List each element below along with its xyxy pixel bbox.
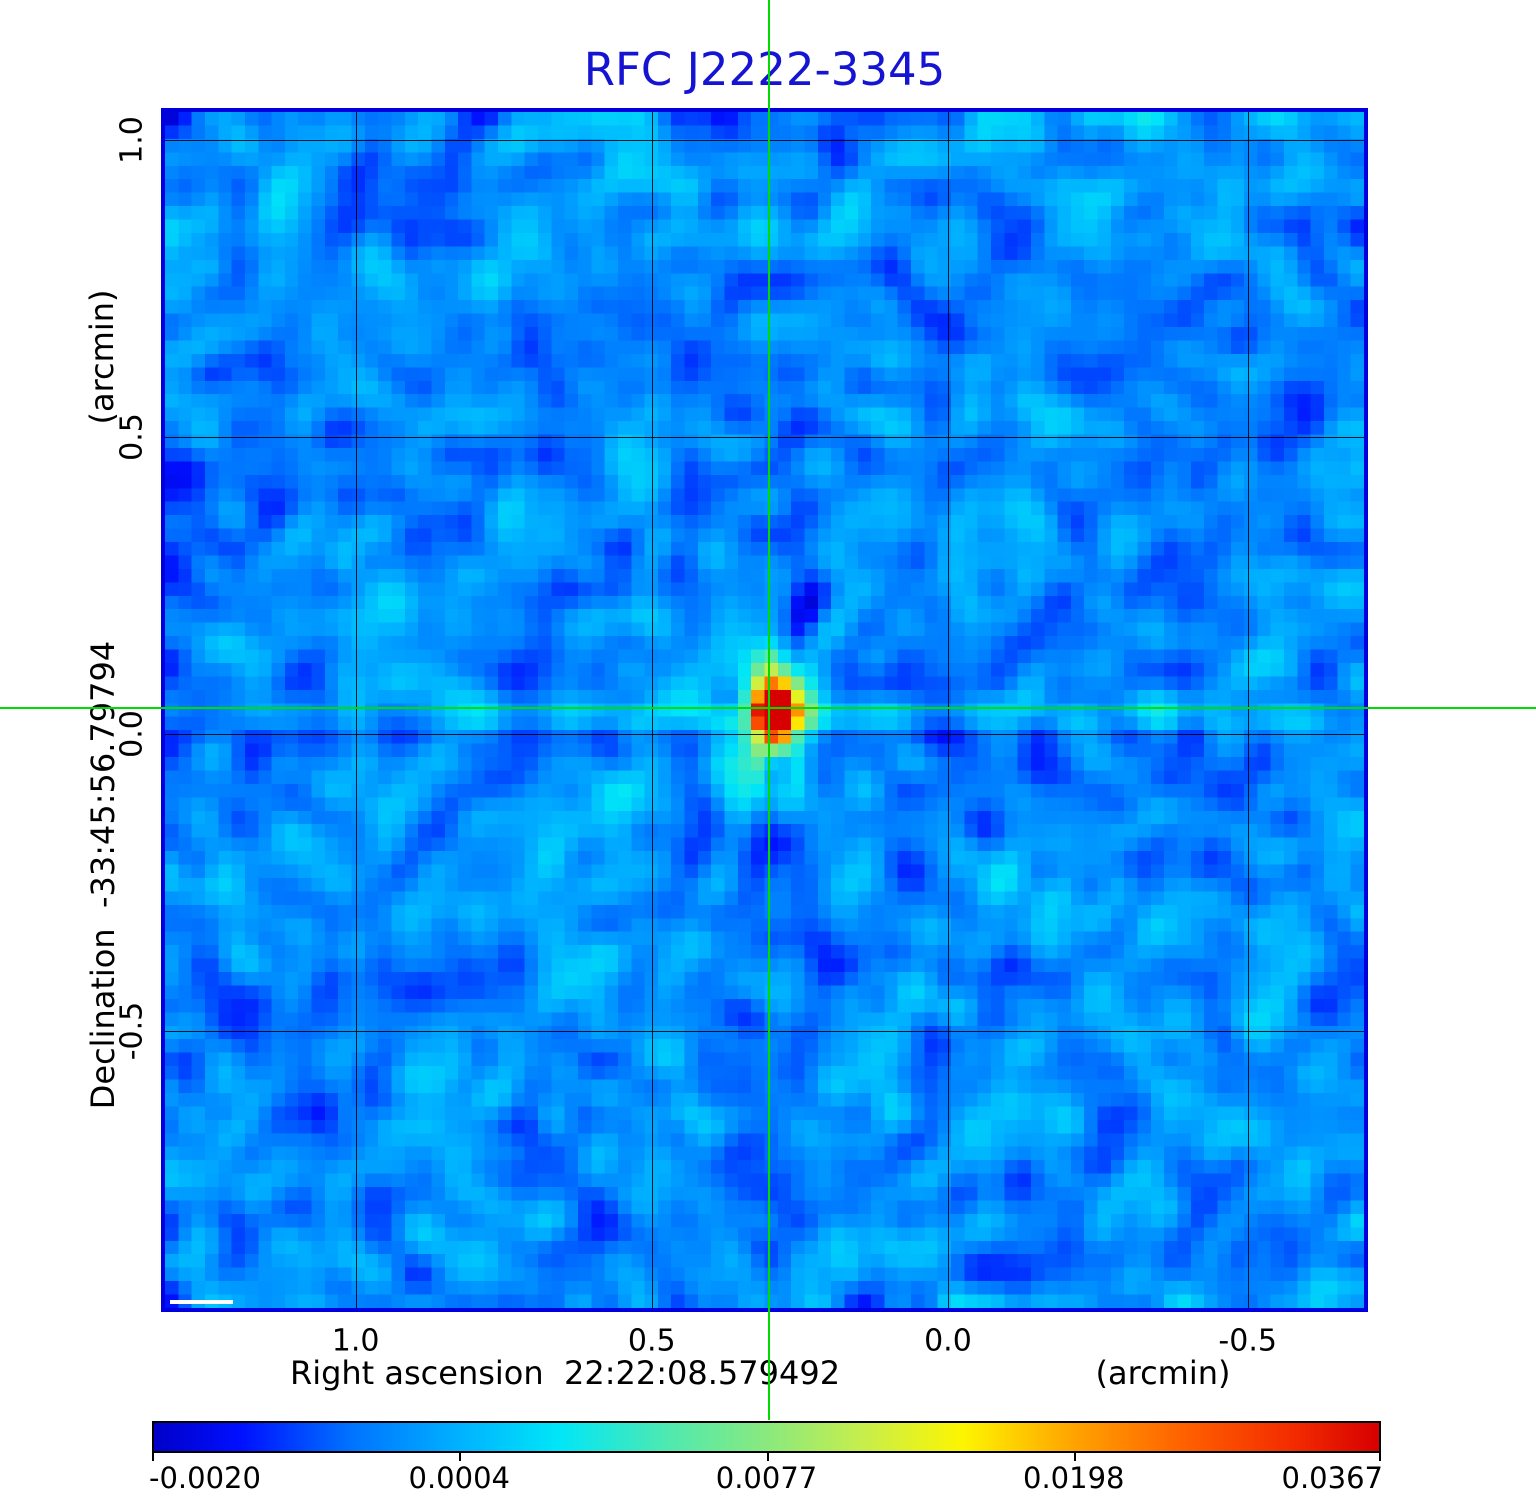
crosshair-vertical-line [768, 0, 770, 1420]
y-tick-label: 0.0 [114, 710, 150, 758]
colorbar-tick [766, 1451, 769, 1461]
colorbar-tick-label: 0.0077 [715, 1461, 818, 1495]
grid-line-horizontal [165, 733, 1364, 735]
grid-line-horizontal [165, 437, 1364, 439]
y-axis-unit-label: (arcmin) [83, 289, 121, 425]
y-tick-label: 0.5 [114, 413, 150, 462]
colorbar-tick [152, 1451, 154, 1461]
crosshair-horizontal-line [0, 707, 1536, 709]
colorbar-tick [1379, 1451, 1381, 1461]
x-axis-unit-label: (arcmin) [1095, 1354, 1231, 1392]
colorbar-tick-label: 0.0367 [1281, 1461, 1383, 1495]
plot-title: RFC J2222-3345 [583, 43, 946, 96]
x-axis-title: Right ascension 22:22:08.579492 [289, 1354, 841, 1392]
intensity-map-canvas [165, 112, 1364, 1308]
beam-scale-bar [170, 1300, 233, 1304]
x-tick-label: 1.0 [331, 1323, 380, 1359]
x-tick-label: 0.5 [627, 1323, 676, 1359]
colorbar-gradient [152, 1421, 1381, 1453]
x-tick-label: 0.0 [924, 1323, 972, 1359]
colorbar-tick-label: 0.0004 [408, 1461, 510, 1495]
y-tick-label: -0.5 [114, 1001, 150, 1060]
colorbar-tick [1073, 1451, 1076, 1461]
colorbar-tick-label: -0.0020 [149, 1461, 261, 1495]
grid-line-vertical [355, 112, 357, 1308]
grid-line-vertical [651, 112, 653, 1308]
y-tick-label: 1.0 [114, 115, 150, 164]
grid-line-vertical [947, 112, 949, 1308]
x-tick-label: -0.5 [1218, 1323, 1277, 1359]
grid-line-horizontal [165, 1030, 1364, 1032]
grid-line-horizontal [165, 139, 1364, 141]
colorbar-tick-label: 0.0198 [1023, 1461, 1125, 1495]
colorbar-tick [459, 1451, 462, 1461]
grid-line-vertical [1247, 112, 1249, 1308]
